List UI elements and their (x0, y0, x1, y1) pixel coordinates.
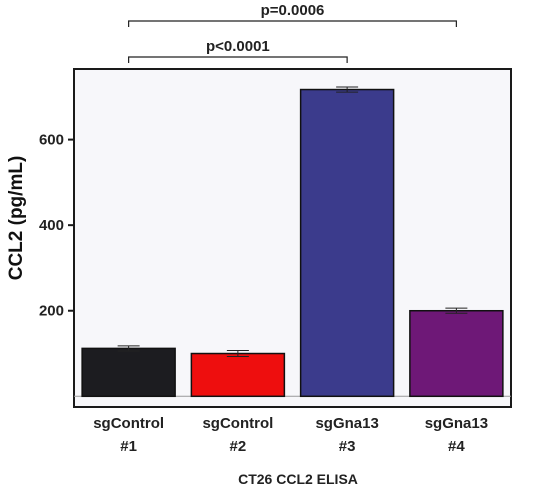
error-bars (117, 86, 468, 358)
category-label: sgGna13 (425, 415, 488, 432)
category-label: sgControl (93, 415, 164, 432)
bar (81, 347, 176, 398)
x-axis-title: CT26 CCL2 ELISA (238, 471, 358, 487)
y-tick-label: 400 (39, 217, 64, 234)
category-label: sgGna13 (315, 415, 378, 432)
category-label: #3 (339, 438, 356, 455)
p-value-label: p<0.0001 (206, 38, 270, 55)
bars (81, 88, 504, 398)
category-label: #1 (120, 438, 137, 455)
y-tick-label: 600 (39, 132, 64, 149)
category-label: #2 (230, 438, 247, 455)
y-tick-label: 200 (39, 303, 64, 320)
significance-bracket (128, 56, 348, 63)
y-ticks: 200 400 600 (39, 132, 74, 320)
category-labels: sgControl #1 sgControl #2 sgGna13 #3 sgGna13 #4 (93, 415, 488, 455)
bar (190, 352, 286, 398)
category-label: sgControl (202, 415, 273, 432)
category-label: #4 (448, 438, 465, 455)
p-value-label: p=0.0006 (261, 2, 325, 19)
bar (299, 88, 395, 398)
bar (409, 309, 504, 398)
y-axis-title: CCL2 (pg/mL) (6, 156, 27, 281)
significance-annotations: p<0.0001 p=0.0006 (128, 2, 457, 63)
significance-bracket (128, 20, 457, 27)
